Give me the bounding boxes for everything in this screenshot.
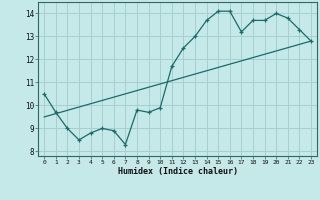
X-axis label: Humidex (Indice chaleur): Humidex (Indice chaleur) <box>118 167 238 176</box>
